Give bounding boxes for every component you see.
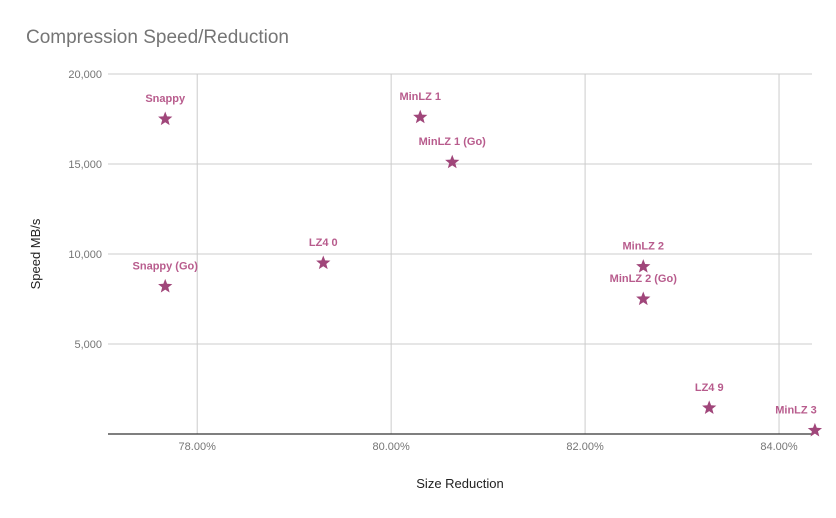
- y-axis-title: Speed MB/s: [28, 218, 43, 289]
- x-tick-label: 78.00%: [179, 441, 217, 453]
- point-label: MinLZ 2: [622, 241, 664, 253]
- star-marker: [158, 278, 173, 293]
- star-marker: [807, 422, 823, 437]
- star-marker: [702, 400, 717, 414]
- x-tick-label: 80.00%: [372, 441, 410, 453]
- x-tick-label: 82.00%: [566, 441, 604, 453]
- star-marker: [636, 291, 651, 306]
- point-label: Snappy (Go): [133, 260, 199, 272]
- star-marker: [158, 111, 173, 126]
- star-marker: [413, 109, 428, 124]
- grid-lines: [108, 73, 812, 434]
- star-marker: [636, 259, 651, 273]
- x-tick-label: 84.00%: [760, 441, 798, 453]
- chart-title: Compression Speed/Reduction: [26, 27, 289, 48]
- star-marker: [316, 255, 331, 270]
- point-label: LZ4 9: [695, 382, 724, 394]
- axes: 5,000 10,000 15,000 20,000 78.00% 80.00% 82.00…: [68, 69, 812, 453]
- y-tick-label: 10,000: [68, 249, 102, 261]
- point-label: MinLZ 2 (Go): [610, 273, 678, 285]
- y-tick-label: 5,000: [74, 339, 102, 351]
- point-label: LZ4 0: [309, 237, 338, 249]
- x-axis-title: Size Reduction: [416, 476, 503, 491]
- y-tick-label: 20,000: [68, 69, 102, 81]
- point-label: MinLZ 1 (Go): [419, 136, 487, 148]
- star-marker: [445, 154, 460, 169]
- data-points: Snappy Snappy (Go) LZ4 0 MinLZ 1 MinLZ 1 (Go…: [133, 91, 823, 437]
- point-label: MinLZ 1: [399, 91, 441, 103]
- point-label: MinLZ 3: [775, 404, 817, 416]
- y-tick-label: 15,000: [68, 159, 102, 171]
- point-label: Snappy: [145, 93, 186, 105]
